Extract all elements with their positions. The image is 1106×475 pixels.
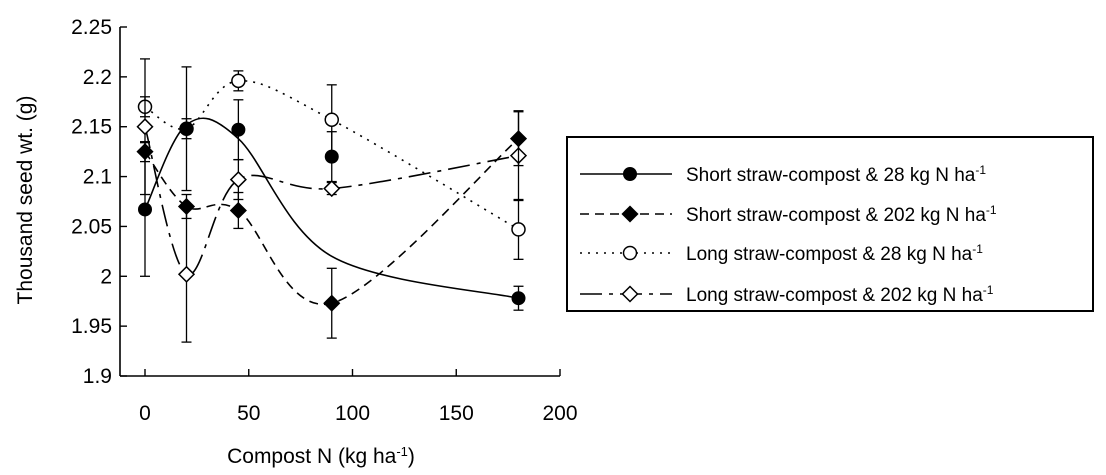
legend-entry-1: Short straw-compost & 28 kg N ha-1	[580, 163, 986, 186]
series-2	[136, 111, 528, 339]
legend-marker	[623, 167, 637, 181]
data-point	[323, 294, 341, 312]
data-point	[136, 118, 154, 136]
legend-label-main: Short straw-compost & 28 kg N ha	[686, 165, 976, 186]
data-point	[511, 291, 526, 306]
data-point	[179, 121, 194, 136]
data-point	[229, 171, 247, 189]
data-point	[177, 197, 196, 216]
legend-label-sup: -1	[983, 283, 994, 297]
legend-entry-2: Short straw-compost & 202 kg N ha-1	[580, 203, 997, 226]
x-tick-label: 100	[335, 402, 370, 425]
series-4	[136, 58, 528, 343]
data-point	[229, 201, 247, 220]
x-tick-label: 0	[139, 402, 151, 425]
x-axis-title-end: )	[408, 445, 415, 468]
legend: Short straw-compost & 28 kg N ha-1Short …	[566, 136, 1094, 312]
data-point	[323, 179, 341, 198]
data-point	[324, 149, 339, 164]
legend-label-main: Long straw-compost & 28 kg N ha	[686, 244, 973, 265]
legend-marker	[621, 285, 639, 303]
data-point	[231, 73, 246, 89]
y-tick-label: 2.05	[71, 215, 112, 238]
legend-label: Short straw-compost & 202 kg N ha-1	[686, 203, 997, 226]
data-point	[177, 265, 196, 283]
y-tick-label: 2.1	[83, 166, 112, 189]
y-tick-label: 1.9	[83, 365, 112, 388]
y-tick-label: 2.25	[71, 16, 112, 39]
y-tick-label: 2	[100, 265, 112, 288]
plot-area	[136, 58, 528, 343]
legend-entry-4: Long straw-compost & 202 kg N ha-1	[580, 283, 994, 306]
legend-label-sup: -1	[986, 203, 997, 217]
y-tick-label: 2.15	[71, 116, 112, 139]
x-tick-label: 200	[542, 402, 577, 425]
data-point	[231, 122, 246, 137]
y-tick-label: 2.2	[83, 66, 112, 89]
x-axis-title: Compost N (kg ha-1)	[227, 444, 415, 469]
legend-label: Short straw-compost & 28 kg N ha-1	[686, 163, 986, 186]
legend-label: Long straw-compost & 202 kg N ha-1	[686, 283, 994, 306]
x-axis-title-sup: -1	[396, 444, 408, 459]
legend-label: Long straw-compost & 28 kg N ha-1	[686, 242, 983, 265]
axes	[119, 27, 560, 377]
legend-label-main: Long straw-compost & 202 kg N ha	[686, 285, 983, 306]
axis-ticks: 1.9 1.95 2 2.05 2.1 2.15 2.2 2.25 0 50 100 150 200	[71, 16, 577, 425]
series-line	[144, 117, 519, 300]
legend-label-main: Short straw-compost & 202 kg N ha	[686, 205, 986, 226]
x-tick-label: 150	[439, 402, 474, 425]
x-axis-title-main: Compost N (kg ha	[227, 445, 397, 468]
legend-box	[566, 136, 1094, 312]
data-point	[511, 222, 526, 237]
x-tick-label: 50	[237, 402, 260, 425]
legend-marker	[622, 245, 638, 261]
data-point	[509, 130, 528, 148]
y-tick-label: 1.95	[71, 315, 112, 338]
legend-entry-3: Long straw-compost & 28 kg N ha-1	[580, 242, 983, 265]
legend-marker	[621, 205, 639, 223]
series-1	[138, 66, 526, 311]
data-point	[324, 112, 339, 127]
data-point	[138, 202, 152, 217]
legend-label-sup: -1	[975, 163, 986, 177]
legend-label-sup: -1	[972, 242, 983, 256]
y-axis-title: Thousand seed wt. (g)	[14, 96, 37, 305]
